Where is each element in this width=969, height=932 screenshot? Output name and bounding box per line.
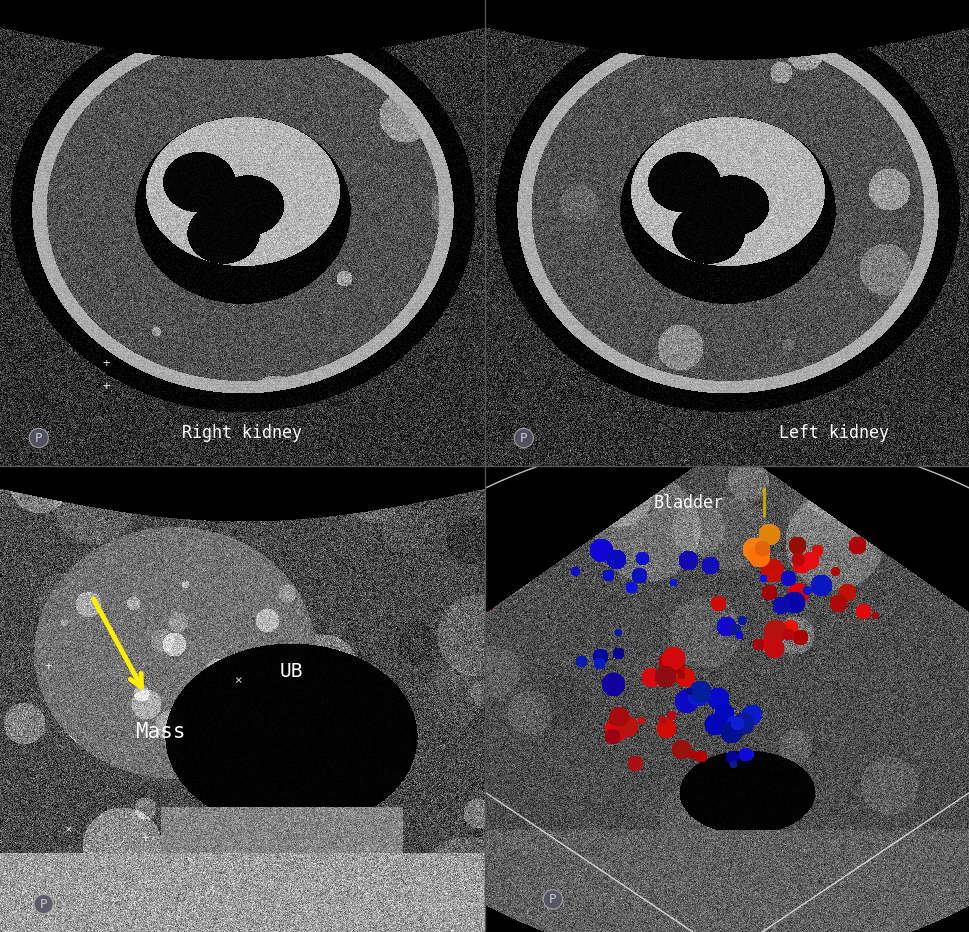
Text: +: +: [141, 832, 149, 845]
Text: ×: ×: [234, 674, 241, 687]
Text: +: +: [103, 380, 110, 393]
Text: +: +: [103, 357, 110, 370]
Text: Left kidney: Left kidney: [778, 424, 889, 443]
Text: P: P: [548, 893, 556, 906]
Text: +: +: [45, 660, 52, 673]
Text: ×: ×: [64, 823, 72, 836]
Text: P: P: [519, 432, 527, 445]
Text: Bladder: Bladder: [653, 494, 723, 513]
Text: UB: UB: [279, 662, 302, 680]
Text: P: P: [40, 898, 47, 911]
Text: P: P: [35, 432, 43, 445]
Text: Right kidney: Right kidney: [182, 424, 302, 443]
Text: Mass: Mass: [135, 721, 185, 742]
